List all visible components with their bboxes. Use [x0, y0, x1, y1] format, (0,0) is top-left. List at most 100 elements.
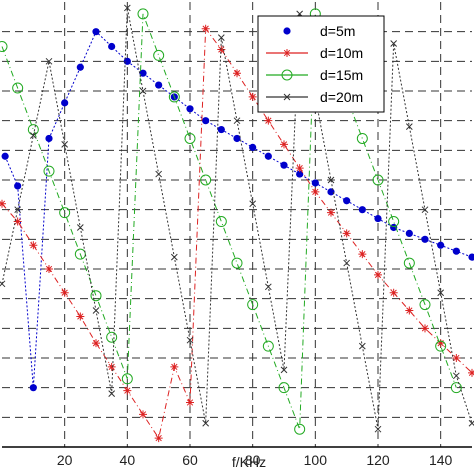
data-point — [468, 253, 474, 261]
data-point — [1, 152, 9, 160]
x-tick-label: 140 — [429, 452, 453, 468]
data-point — [201, 24, 210, 33]
data-point — [137, 8, 149, 20]
data-point — [76, 63, 84, 71]
data-point — [280, 140, 288, 149]
data-point — [358, 250, 367, 259]
data-point — [92, 28, 100, 36]
data-point — [358, 206, 366, 214]
data-point — [92, 339, 100, 348]
x-tick-label: 20 — [57, 452, 73, 468]
data-point — [200, 174, 212, 186]
series-layer — [0, 4, 474, 443]
data-point — [59, 207, 71, 219]
data-point — [0, 199, 6, 208]
data-point — [202, 419, 210, 427]
data-point — [123, 4, 131, 12]
data-point — [153, 49, 165, 61]
data-point — [264, 116, 273, 125]
data-point — [403, 257, 415, 269]
data-point — [343, 259, 351, 267]
data-point — [374, 214, 382, 223]
legend-item: d=10m — [266, 45, 363, 61]
data-point — [217, 125, 225, 134]
data-point — [372, 174, 384, 186]
data-point — [295, 164, 304, 173]
legend-item: d=15m — [266, 67, 363, 83]
x-tick-labels: 20 40 60 80 100 120 140 — [57, 452, 453, 468]
data-point — [90, 290, 102, 302]
data-point — [76, 312, 85, 321]
data-point — [60, 288, 69, 297]
data-point — [29, 132, 37, 139]
data-point — [233, 134, 241, 143]
data-point — [452, 354, 461, 362]
data-point — [419, 299, 431, 311]
data-point — [264, 152, 272, 160]
legend-label: d=10m — [320, 45, 363, 61]
data-point — [0, 41, 8, 52]
data-point — [29, 241, 38, 250]
data-point — [14, 182, 22, 190]
legend-label: d=20m — [320, 89, 363, 105]
data-point — [311, 187, 320, 196]
data-point — [436, 339, 445, 348]
data-point — [390, 40, 398, 47]
data-point — [280, 161, 288, 169]
data-point — [43, 165, 55, 177]
data-point — [437, 289, 445, 297]
data-point — [405, 229, 413, 237]
data-point — [202, 117, 210, 125]
data-point — [262, 340, 274, 352]
data-point — [108, 390, 116, 397]
data-point — [45, 57, 53, 65]
data-point — [342, 229, 351, 238]
x-tick-label: 60 — [182, 452, 198, 468]
data-point — [281, 69, 293, 81]
data-point — [155, 170, 163, 178]
legend-item: d=5m — [283, 23, 355, 39]
data-point — [233, 69, 241, 78]
series-2 — [0, 24, 474, 443]
data-point — [217, 34, 225, 41]
data-point — [233, 117, 241, 125]
data-point — [389, 288, 398, 297]
data-point — [264, 283, 272, 291]
data-point — [76, 224, 84, 231]
data-point — [12, 82, 24, 94]
x-tick-label: 100 — [304, 452, 328, 468]
x-tick-label: 40 — [120, 452, 136, 468]
legend: d=5m d=10m d=15m d=20m — [257, 15, 385, 113]
data-point — [29, 384, 37, 392]
data-point — [356, 132, 368, 144]
series-3 — [0, 8, 462, 435]
data-point — [168, 91, 180, 103]
data-point — [27, 124, 39, 136]
data-point — [358, 342, 366, 350]
data-point — [107, 362, 116, 371]
data-point — [106, 331, 118, 343]
data-point — [215, 216, 227, 228]
x-tick-label: 120 — [366, 452, 390, 468]
data-point — [390, 223, 398, 232]
data-point — [327, 208, 335, 217]
data-point — [435, 340, 447, 352]
data-point — [421, 324, 429, 333]
data-point — [405, 123, 413, 130]
data-point — [155, 81, 163, 89]
legend-label: d=5m — [320, 23, 355, 39]
data-point — [154, 434, 163, 443]
data-point — [231, 257, 243, 269]
data-point — [186, 105, 194, 113]
x-tick-label: 80 — [245, 452, 261, 468]
data-point — [139, 69, 147, 77]
data-point — [468, 419, 474, 427]
data-point — [123, 386, 132, 395]
data-point — [247, 299, 259, 311]
data-point — [327, 176, 335, 184]
data-point — [248, 92, 257, 101]
data-point — [374, 425, 382, 433]
data-point — [74, 248, 86, 260]
data-point — [121, 373, 133, 385]
